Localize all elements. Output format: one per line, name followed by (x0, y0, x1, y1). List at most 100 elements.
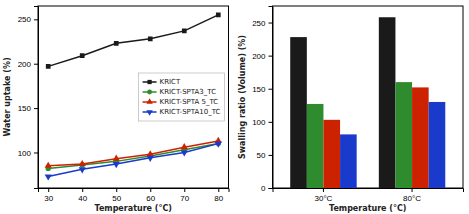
tick: 200 (252, 52, 272, 61)
panel: 05010015020025030°C80°CTemperature (°C)S… (238, 6, 464, 213)
x-axis: 30 40 50 60 70 80 (39, 188, 230, 203)
tick-mark (116, 188, 117, 192)
tick-label: 200 (18, 60, 32, 69)
tick: 100 (252, 118, 272, 127)
tick-label: 80 (214, 194, 223, 203)
x-axis-title: Temperature (°C) (94, 204, 172, 213)
tick-mark (184, 188, 185, 192)
tick: 80 (214, 188, 223, 203)
axis-line (34, 7, 39, 189)
tick: 0 (261, 184, 272, 193)
tick-label: 100 (252, 118, 266, 127)
tick-label: 80°C (403, 194, 421, 203)
axis-line (269, 7, 274, 189)
tick: 80°C (403, 188, 421, 203)
plot-frame (273, 6, 464, 188)
data-point (79, 167, 86, 173)
legend-marker (146, 110, 152, 116)
tick: 250 (18, 15, 38, 24)
tick: 200 (18, 60, 38, 69)
tick-label: 250 (18, 15, 32, 24)
legend: KRICT KRICT-SPTA3_TC KRICT-SPTA 5_TC KRICT-… (139, 73, 225, 121)
data-point (114, 41, 119, 46)
x-axis: 30°C 80°C (273, 188, 464, 203)
bar (307, 104, 324, 188)
bar (379, 17, 396, 188)
tick-mark (34, 19, 38, 20)
tick-mark (48, 188, 49, 192)
tick-label: 30°C (315, 194, 333, 203)
legend-box (139, 73, 225, 121)
y-axis: 0 50 100 150 200 250 (252, 7, 273, 194)
y-axis: 100 150 200 250 (18, 7, 39, 189)
legend-marker (147, 80, 151, 84)
legend-label: KRICT-SPTA10_TC (160, 108, 221, 116)
tick-mark (82, 188, 83, 192)
tick-label: 150 (18, 104, 32, 113)
bar (412, 87, 429, 188)
tick: 150 (18, 104, 38, 113)
tick-mark (34, 108, 38, 109)
data-point (113, 162, 120, 168)
tick: 30°C (315, 188, 333, 203)
plot-frame (38, 6, 229, 188)
bar (429, 102, 446, 188)
data-point (181, 150, 188, 156)
series-line (48, 15, 218, 66)
tick: 30 (44, 188, 53, 203)
axis-line (273, 189, 464, 193)
tick-mark (269, 188, 273, 189)
tick: 40 (78, 188, 87, 203)
tick-label: 50 (112, 194, 121, 203)
bar (323, 120, 340, 188)
data-point (45, 162, 52, 168)
tick: 60 (146, 188, 155, 203)
tick: 50 (112, 188, 121, 203)
tick-label: 30 (44, 194, 53, 203)
data-point (147, 156, 154, 162)
tick-mark (269, 155, 273, 156)
data-point (215, 142, 222, 148)
y-axis-title: Swalling ratio (Volume) (%) (238, 35, 247, 159)
tick-label: 0 (261, 184, 266, 193)
data-point (113, 155, 120, 161)
data-point (45, 174, 52, 180)
legend-marker (146, 98, 152, 104)
bar (340, 134, 357, 188)
tick-label: 150 (252, 85, 266, 94)
tick-mark (150, 188, 151, 192)
tick-mark (218, 188, 219, 192)
tick: 50 (257, 151, 273, 160)
series-line (48, 141, 218, 166)
tick-label: 60 (146, 194, 155, 203)
y-axis-title: Water uptake (%) (3, 57, 12, 136)
data-point (79, 160, 86, 166)
chart-canvas: 100 150 200 250 30 40 50 60 70 80 KRICT KRICT-SPTA3… (0, 0, 469, 214)
tick: 150 (252, 85, 272, 94)
panel: 100 150 200 250 30 40 50 60 70 80 KRICT KRICT-SPTA3… (3, 6, 229, 213)
tick: 70 (180, 188, 189, 203)
bar (395, 82, 412, 188)
legend-marker (147, 90, 152, 95)
data-point (148, 37, 153, 42)
data-point (181, 143, 188, 149)
tick-mark (323, 188, 324, 192)
bar (290, 37, 307, 188)
tick: 250 (252, 19, 272, 28)
tick-label: 250 (252, 19, 266, 28)
axis-line (39, 189, 230, 193)
tick-mark (269, 122, 273, 123)
tick-label: 200 (252, 52, 266, 61)
tick-mark (412, 188, 413, 192)
tick-mark (269, 56, 273, 57)
tick-label: 70 (180, 194, 189, 203)
tick-label: 100 (18, 149, 32, 158)
data-point (182, 29, 187, 34)
tick-mark (269, 89, 273, 90)
tick-mark (34, 152, 38, 153)
legend-label: KRICT (160, 78, 181, 86)
tick-label: 50 (257, 151, 266, 160)
legend-label: KRICT-SPTA3_TC (160, 88, 217, 96)
data-point (216, 13, 221, 18)
legend-label: KRICT-SPTA 5_TC (160, 98, 219, 106)
